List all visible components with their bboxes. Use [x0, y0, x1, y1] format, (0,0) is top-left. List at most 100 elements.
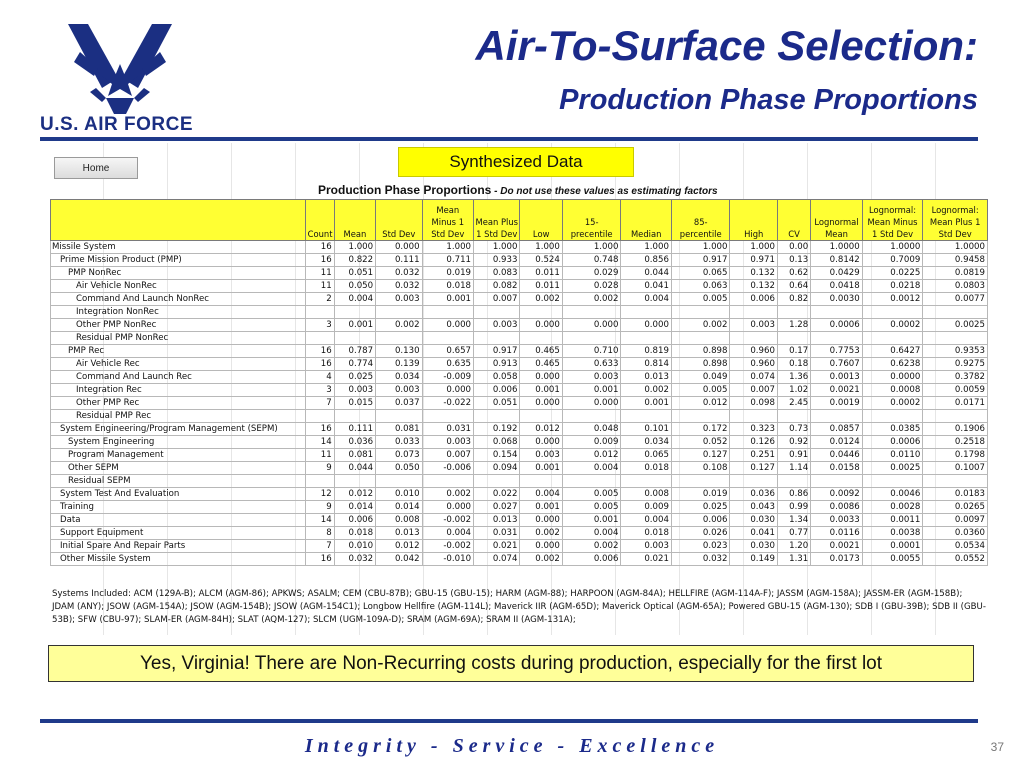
table-cell [333, 474, 377, 488]
table-cell [561, 331, 622, 345]
table-cell: -0.002 [421, 539, 475, 553]
table-cell: 0.004 [620, 292, 672, 306]
table-cell: 0.657 [421, 344, 475, 358]
row-label: Prime Mission Product (PMP) [49, 253, 307, 267]
table-cell: 0.99 [776, 500, 812, 514]
row-label: Data [49, 513, 307, 527]
table-cell: 0.465 [519, 344, 563, 358]
table-cell: 0.001 [421, 292, 475, 306]
table-cell: 0.001 [620, 396, 672, 410]
table-cell: 0.0000 [861, 370, 924, 384]
header-mean-plus: Mean Plus 1 Std Dev [473, 199, 521, 241]
table-cell: -0.006 [421, 461, 475, 475]
table-cell: 0.917 [473, 344, 521, 358]
table-cell: 0.13 [776, 253, 812, 267]
table-cell: 0.856 [620, 253, 672, 267]
table-cell: 0.0028 [861, 500, 924, 514]
table-cell [729, 409, 778, 423]
table-cell: 0.019 [670, 487, 731, 501]
row-label: Missile System [49, 240, 307, 254]
table-cell: 0.101 [620, 422, 672, 436]
systems-included-text: Systems Included: ACM (129A-B); ALCM (AG… [52, 589, 986, 626]
table-cell: 0.002 [620, 383, 672, 397]
table-cell: 0.7753 [810, 344, 863, 358]
table-row: PMP Rec 16 0.787 0.130 0.657 0.917 0.465 0.710 0… [49, 344, 988, 358]
table-cell: 0.094 [473, 461, 521, 475]
table-cell: 1.0000 [810, 240, 863, 254]
row-label: Training [49, 500, 307, 514]
table-cell: 0.0171 [922, 396, 988, 410]
table-cell: 0.787 [333, 344, 377, 358]
table-row: Other PMP Rec 7 0.015 0.037 -0.022 0.051 0.000… [49, 396, 988, 410]
table-cell: 0.003 [561, 370, 622, 384]
table-cell: 0.111 [333, 422, 377, 436]
table-cell: 0.0012 [861, 292, 924, 306]
table-cell: 0.012 [375, 539, 423, 553]
table-cell: 2 [305, 292, 335, 306]
table-cell: 0.000 [421, 500, 475, 514]
table-row: Initial Spare And Repair Parts 7 0.010 0.01… [49, 539, 988, 553]
table-cell: 0.041 [729, 526, 778, 540]
table-cell: 1.36 [776, 370, 812, 384]
table-cell: 0.192 [473, 422, 521, 436]
table-row: Other Missile System 16 0.032 0.042 -0.010 0.… [49, 552, 988, 566]
page-title: Air-To-Surface Selection: [475, 22, 978, 69]
table-cell: 0.0218 [861, 279, 924, 293]
table-cell: -0.010 [421, 552, 475, 566]
table-cell: 0.030 [729, 539, 778, 553]
row-label: System Engineering [49, 435, 307, 449]
table-cell: 14 [305, 513, 335, 527]
table-cell: 0.012 [670, 396, 731, 410]
table-cell: 11 [305, 279, 335, 293]
table-cell: 0.007 [473, 292, 521, 306]
table-cell: 0.007 [729, 383, 778, 397]
table-cell: 16 [305, 422, 335, 436]
table-cell: 0.033 [375, 435, 423, 449]
table-cell: 0.049 [670, 370, 731, 384]
table-cell: 0.032 [670, 552, 731, 566]
table-cell: 0.005 [561, 500, 622, 514]
table-cell: 0.032 [333, 552, 377, 566]
table-title-text: Production Phase Proportions [318, 183, 492, 197]
table-cell: 0.001 [519, 500, 563, 514]
table-cell: 0.917 [670, 253, 731, 267]
table-cell [861, 409, 924, 423]
table-cell: 0.149 [729, 552, 778, 566]
table-cell [519, 305, 563, 319]
row-label: Other SEPM [49, 461, 307, 475]
home-button[interactable]: Home [54, 157, 138, 179]
table-cell: 0.1906 [922, 422, 988, 436]
table-cell: 0.0446 [810, 448, 863, 462]
table-cell [729, 331, 778, 345]
table-cell: 0.64 [776, 279, 812, 293]
table-cell: 0.029 [561, 266, 622, 280]
table-cell: 0.126 [729, 435, 778, 449]
table-cell: 0.074 [729, 370, 778, 384]
row-label: Initial Spare And Repair Parts [49, 539, 307, 553]
table-cell: 0.012 [561, 448, 622, 462]
table-cell: 1.0000 [861, 240, 924, 254]
table-cell: 0.7607 [810, 357, 863, 371]
table-cell: 0.019 [421, 266, 475, 280]
table-cell [375, 305, 423, 319]
table-cell: 1.28 [776, 318, 812, 332]
table-cell [473, 331, 521, 345]
table-cell: 0.913 [473, 357, 521, 371]
row-label: Command And Launch Rec [49, 370, 307, 384]
table-cell: 0.00 [776, 240, 812, 254]
table-cell: 0.000 [519, 539, 563, 553]
table-cell: 0.7009 [861, 253, 924, 267]
page-subtitle: Production Phase Proportions [559, 84, 978, 116]
table-cell: 0.000 [421, 318, 475, 332]
table-cell: 16 [305, 344, 335, 358]
table-cell: 0.002 [519, 292, 563, 306]
table-cell [519, 409, 563, 423]
table-cell: 0.465 [519, 357, 563, 371]
row-label: Other Missile System [49, 552, 307, 566]
table-cell: 1.000 [620, 240, 672, 254]
table-cell: 0.0360 [922, 526, 988, 540]
table-cell: 0.0006 [810, 318, 863, 332]
table-row: System Engineering/Program Management (S… [49, 422, 988, 436]
table-cell: 0.025 [670, 500, 731, 514]
table-cell: 1.000 [729, 240, 778, 254]
